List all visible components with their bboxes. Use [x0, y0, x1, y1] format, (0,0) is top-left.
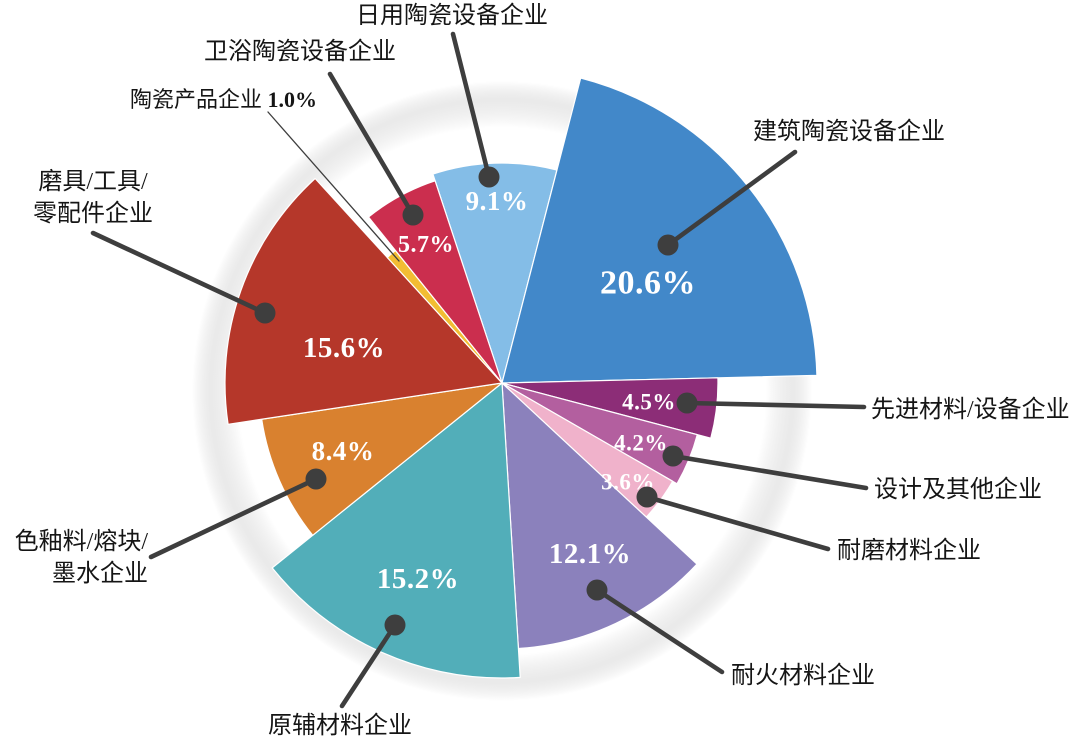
slice-label-advanced-materials-equipment: 先进材料/设备企业	[871, 396, 1070, 423]
leader-line-ceramic-products	[267, 111, 400, 262]
leader-line-advanced-materials-equipment	[684, 400, 867, 410]
slice-label-ceramic-products: 陶瓷产品企业 1.0%	[130, 87, 317, 112]
slice-label-text: 陶瓷产品企业	[130, 87, 268, 112]
slice-label-text: 墨水企业	[52, 560, 148, 587]
slice-label-text: 卫浴陶瓷设备企业	[204, 38, 396, 65]
slice-label-text: 零配件企业	[33, 200, 153, 227]
pct-label-design-and-other: 4.2%	[614, 431, 668, 456]
leader-dot-abrasives-tools-parts	[254, 302, 276, 324]
slice-label-daily-use-ceramic-equipment: 日用陶瓷设备企业	[356, 2, 548, 29]
leader-line-abrasives-tools-parts	[90, 230, 268, 316]
leader-line-glaze-frit-ink	[148, 476, 319, 560]
slice-label-abrasives-tools-parts: 磨具/工具/零配件企业	[33, 168, 153, 227]
slice-label-building-ceramic-equipment: 建筑陶瓷设备企业	[753, 118, 945, 145]
leader-dot-refractory-materials	[586, 579, 608, 601]
pie-slice-raw-auxiliary-materials	[271, 382, 521, 679]
leader-line-building-ceramic-equipment	[665, 149, 798, 248]
slice-label-refractory-materials: 耐火材料企业	[731, 662, 875, 689]
slice-label-text: 先进材料/设备企业	[871, 396, 1070, 423]
slice-label-text: 建筑陶瓷设备企业	[753, 118, 945, 145]
pct-label-abrasives-tools-parts: 15.6%	[303, 332, 385, 364]
pct-label-daily-use-ceramic-equipment: 9.1%	[466, 186, 529, 216]
leader-dot-design-and-other	[662, 445, 684, 467]
slice-label-glaze-frit-ink: 色釉料/熔块/墨水企业	[15, 528, 149, 587]
slice-label-text: 耐磨材料企业	[837, 537, 981, 564]
pie-slice-glaze-frit-ink	[261, 382, 503, 536]
pie-slice-daily-use-ceramic-equipment	[432, 162, 558, 384]
leader-line-wear-resistant-materials	[644, 494, 831, 552]
leader-dot-sanitary-ceramic-equipment	[402, 204, 424, 226]
slice-label-text: 磨具/工具/	[38, 168, 148, 195]
leader-dot-glaze-frit-ink	[305, 468, 327, 490]
pct-label-refractory-materials: 12.1%	[549, 538, 631, 570]
leader-dot-wear-resistant-materials	[636, 486, 658, 508]
slice-label-text: 日用陶瓷设备企业	[356, 2, 548, 29]
leader-dot-advanced-materials-equipment	[676, 392, 698, 414]
leader-dot-daily-use-ceramic-equipment	[478, 166, 500, 188]
slice-label-text: 色釉料/熔块/	[15, 528, 149, 555]
pie-slice-advanced-materials-equipment	[501, 377, 719, 439]
pie-slice-refractory-materials	[501, 382, 698, 650]
leader-line-sanitary-ceramic-equipment	[327, 71, 416, 218]
slice-label-wear-resistant-materials: 耐磨材料企业	[837, 537, 981, 564]
slice-label-sanitary-ceramic-equipment: 卫浴陶瓷设备企业	[204, 38, 396, 65]
pct-label-raw-auxiliary-materials: 15.2%	[377, 563, 459, 595]
pct-label-glaze-frit-ink: 8.4%	[312, 436, 375, 466]
slice-label-design-and-other: 设计及其他企业	[874, 476, 1042, 503]
pct-label-advanced-materials-equipment: 4.5%	[622, 390, 676, 415]
leader-line-raw-auxiliary-materials	[339, 622, 398, 709]
slice-label-text: 耐火材料企业	[731, 662, 875, 689]
leader-line-daily-use-ceramic-equipment	[450, 31, 492, 180]
leader-line-refractory-materials	[594, 587, 725, 675]
leader-dot-raw-auxiliary-materials	[384, 614, 406, 636]
slice-label-text: 原辅材料企业	[268, 712, 412, 739]
pct-label-building-ceramic-equipment: 20.6%	[600, 265, 696, 302]
slice-label-pct: 1.0%	[268, 87, 318, 112]
pie-slice-abrasives-tools-parts	[224, 177, 503, 425]
leader-dot-building-ceramic-equipment	[657, 234, 679, 256]
slice-label-text: 设计及其他企业	[874, 476, 1042, 503]
leader-line-design-and-other	[670, 453, 869, 491]
pct-label-sanitary-ceramic-equipment: 5.7%	[398, 232, 454, 258]
slice-label-raw-auxiliary-materials: 原辅材料企业	[268, 712, 412, 739]
